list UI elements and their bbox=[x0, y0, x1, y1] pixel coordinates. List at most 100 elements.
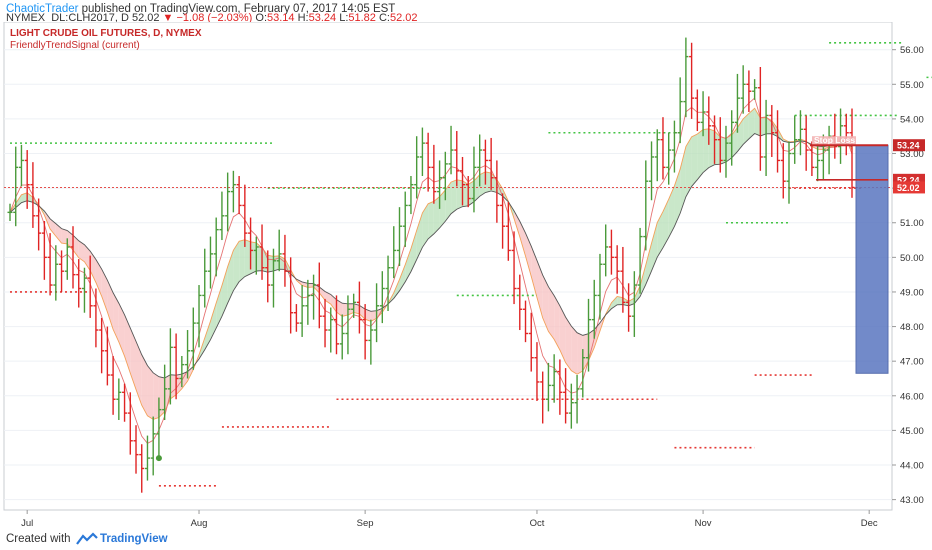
band-segment bbox=[514, 210, 520, 237]
x-tick-label: Nov bbox=[695, 518, 712, 529]
ohlc-bar bbox=[202, 248, 208, 308]
band-segment bbox=[433, 196, 440, 234]
ohlc-bar bbox=[677, 77, 683, 144]
band-segment bbox=[697, 129, 704, 180]
risk-reward-tool[interactable]: Stop Loss bbox=[810, 135, 889, 374]
ohlc-bar bbox=[746, 70, 752, 112]
stop-loss-box bbox=[812, 136, 856, 146]
ohlc-bar bbox=[162, 364, 168, 421]
price-chart[interactable]: Stop Loss 43.00 44.00 45.00 46.00 47.00 48.00… bbox=[0, 22, 932, 530]
ohlc-bar bbox=[769, 105, 775, 157]
author-link[interactable]: ChaoticTrader bbox=[6, 3, 79, 15]
ohlc-bar bbox=[477, 134, 483, 187]
band-segment bbox=[124, 314, 131, 374]
y-tick-label: 54.00 bbox=[900, 114, 924, 125]
band-segment bbox=[181, 371, 188, 389]
band-segment bbox=[141, 354, 148, 416]
ohlc-bar bbox=[757, 66, 763, 171]
tradingview-logo-icon bbox=[76, 532, 98, 545]
band-segment bbox=[170, 374, 177, 399]
band-segment bbox=[622, 297, 629, 306]
ohlc-bar bbox=[471, 146, 477, 213]
ohlc-bar bbox=[511, 231, 517, 305]
band-segment bbox=[113, 292, 119, 342]
band-segment bbox=[422, 203, 429, 248]
band-segment bbox=[582, 333, 589, 371]
ohlc-bar bbox=[18, 144, 24, 187]
ohlc-bar bbox=[288, 257, 294, 334]
ohlc-bar bbox=[797, 110, 803, 156]
band-segment bbox=[410, 230, 417, 272]
ohlc-bar bbox=[139, 444, 145, 493]
ohlc-bar bbox=[734, 73, 740, 133]
band-segment bbox=[708, 128, 715, 168]
time-axis[interactable]: JulAugSepOctNovDec2017Feb bbox=[21, 510, 932, 529]
band-segment bbox=[147, 365, 154, 420]
ohlc-bar bbox=[248, 217, 254, 270]
ohlc-bar bbox=[339, 314, 345, 360]
target-zone-box bbox=[855, 144, 889, 374]
band-segment bbox=[691, 133, 698, 187]
band-segment bbox=[445, 182, 452, 222]
x-tick-label: Oct bbox=[530, 518, 545, 529]
ohlc-bar bbox=[311, 274, 317, 320]
band-segment bbox=[479, 171, 486, 197]
ohlc-bar bbox=[242, 184, 248, 247]
plot-area bbox=[3, 22, 893, 511]
band-segment bbox=[485, 171, 492, 193]
band-segment bbox=[239, 239, 245, 282]
ohlc-bar bbox=[563, 368, 569, 424]
band-segment bbox=[428, 201, 434, 239]
band-edge-line bbox=[9, 107, 853, 420]
chart-header: ChaoticTrader published on TradingView.c… bbox=[0, 0, 932, 24]
last-price: 52.02 bbox=[131, 12, 160, 24]
ohlc-bar bbox=[122, 383, 128, 422]
ohlc-low: L:51.82 bbox=[339, 12, 376, 24]
band-segment bbox=[61, 228, 68, 244]
x-tick-label: Sep bbox=[357, 518, 374, 529]
ohlc-bar bbox=[185, 330, 191, 379]
band-segment bbox=[221, 266, 228, 317]
ohlc-bar bbox=[236, 176, 242, 215]
ohlc-bar bbox=[786, 141, 792, 204]
ohlc-high: H:53.24 bbox=[297, 12, 337, 24]
ohlc-bar bbox=[694, 89, 700, 132]
ohlc-bar bbox=[144, 435, 150, 481]
band-segment bbox=[347, 303, 354, 315]
ohlc-bar bbox=[385, 255, 391, 311]
created-with-label: Created with bbox=[6, 533, 71, 545]
ohlc-bar bbox=[620, 246, 626, 313]
price-tag bbox=[893, 181, 925, 194]
ohlc-bar bbox=[196, 285, 202, 348]
ohlc-bar bbox=[351, 293, 357, 318]
ohlc-bar bbox=[740, 65, 746, 114]
ohlc-bar bbox=[190, 307, 196, 370]
x-tick-label: Aug bbox=[191, 518, 208, 529]
y-tick-label: 45.00 bbox=[900, 426, 924, 437]
price-axis[interactable]: 43.00 44.00 45.00 46.00 47.00 48.00 49.00 50.00… bbox=[892, 45, 925, 506]
tradingview-brand[interactable]: TradingView bbox=[100, 533, 168, 545]
band-segment bbox=[703, 128, 709, 173]
ohlc-bar bbox=[488, 137, 494, 190]
ohlc-bar bbox=[99, 317, 105, 374]
ohlc-bar bbox=[557, 359, 563, 415]
ohlc-bar bbox=[419, 127, 425, 177]
ohlc-bar bbox=[608, 229, 614, 275]
ohlc-open: O:53.14 bbox=[255, 12, 295, 24]
ohlc-bar bbox=[442, 151, 448, 201]
ohlc-bar bbox=[299, 285, 305, 337]
ohlc-bar bbox=[465, 176, 471, 208]
band-segment bbox=[748, 108, 755, 139]
ohlc-bar bbox=[110, 355, 116, 415]
band-segment bbox=[766, 117, 772, 134]
ohlc-bar bbox=[259, 224, 265, 280]
ohlc-bar bbox=[293, 304, 299, 332]
price-tag-label: 52.02 bbox=[897, 183, 920, 193]
ohlc-bar bbox=[150, 416, 156, 476]
ohlc-bar bbox=[809, 141, 815, 177]
y-tick-label: 43.00 bbox=[900, 495, 924, 506]
band-segment bbox=[565, 317, 572, 371]
ohlc-bar bbox=[763, 99, 769, 177]
ohlc-bar bbox=[717, 117, 723, 173]
y-tick-label: 46.00 bbox=[900, 391, 924, 402]
